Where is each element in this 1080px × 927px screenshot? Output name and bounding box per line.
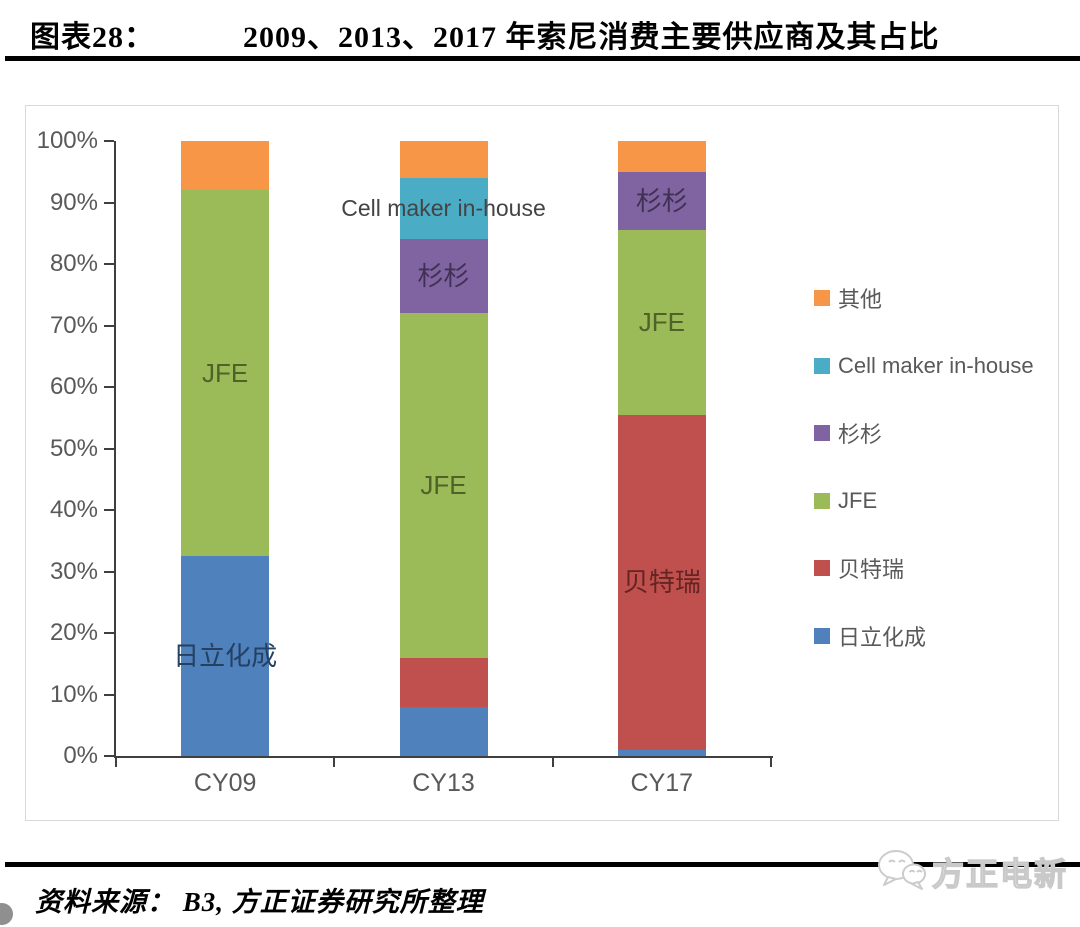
x-axis-tick (770, 758, 772, 767)
bar-segment-日立化成 (617, 749, 706, 756)
source-label: 资料来源： (35, 887, 175, 917)
segment-label: JFE (202, 358, 249, 389)
segment-label: 杉杉 (417, 261, 470, 292)
x-axis-tick (333, 758, 336, 767)
y-axis-line (114, 141, 116, 758)
y-axis-tick (104, 755, 114, 757)
figure-number: 图表28： (30, 21, 155, 54)
y-axis-tick-label: 80% (49, 250, 98, 277)
legend-label: 贝特瑞 (838, 557, 905, 582)
x-axis-category-label: CY09 (193, 769, 257, 797)
x-axis-tick (551, 758, 554, 767)
annotation-cell-maker-in-house: Cell maker in-house (341, 194, 546, 221)
stacked-bar-CY13 (399, 141, 488, 756)
y-axis-tick (104, 509, 114, 511)
bar-segment-日立化成 (399, 706, 488, 756)
legend-label: 其他 (838, 287, 883, 312)
x-axis-category-label: CY17 (630, 769, 694, 797)
chat-bubbles-icon (876, 848, 928, 897)
x-axis-category-label: CY13 (412, 769, 475, 797)
bar-segment-JFE (399, 313, 488, 658)
legend-item: 贝特瑞 (814, 555, 905, 582)
y-axis-tick-label: 90% (49, 188, 98, 216)
y-axis-tick-label: 100% (36, 127, 98, 154)
y-axis-tick-label: 20% (49, 619, 98, 646)
bar-segment-JFE (617, 230, 706, 415)
legend-label: JFE (838, 487, 878, 513)
segment-label: JFE (420, 470, 467, 501)
figure-header: 图表28： 2009、2013、2017 年索尼消费主要供应商及其占比 (0, 0, 1080, 56)
legend-label: 杉杉 (838, 422, 883, 447)
brand-text: 方正电新 (931, 855, 1068, 892)
x-axis-tick (115, 758, 117, 767)
legend-label: Cell maker in-house (838, 352, 1034, 378)
y-axis-tick (104, 386, 114, 388)
y-axis-tick-label: 70% (49, 311, 98, 339)
bottom-divider-rule (5, 862, 1080, 867)
y-axis-tick-label: 30% (49, 557, 98, 585)
figure-title: 2009、2013、2017 年索尼消费主要供应商及其占比 (243, 21, 940, 54)
legend-item: JFE (814, 488, 877, 514)
chart-area: 0% 10% 20% 30% 40% 50% 60% 70% 80% 90% 100% CY09 日立化… (25, 105, 1059, 821)
plot-area: 0% 10% 20% 30% 40% 50% 60% 70% 80% 90% 100% CY09 日立化… (37, 128, 773, 797)
bar-segment-杉杉 (617, 171, 706, 231)
source-line: 资料来源： B3, 方正证券研究所整理 (35, 880, 484, 919)
y-axis-tick-label: 60% (49, 373, 98, 400)
legend-swatch-icon (814, 492, 830, 509)
legend-swatch-icon (814, 357, 830, 374)
y-axis-tick (104, 324, 114, 327)
y-axis-tick-label: 0% (63, 742, 98, 769)
y-axis-tick-label: 10% (49, 680, 98, 708)
x-axis-line (114, 756, 773, 758)
bar-segment-Cell maker in-house (399, 177, 488, 240)
bar-segment-杉杉 (399, 239, 488, 314)
y-axis-tick (104, 693, 114, 696)
y-axis-tick (104, 263, 114, 265)
bar-segment-其他 (617, 141, 706, 172)
y-axis-tick (104, 570, 114, 573)
legend-swatch-icon (814, 290, 830, 306)
bar-segment-JFE (181, 190, 270, 557)
segment-label: 贝特瑞 (622, 567, 701, 598)
y-axis-tick-label: 40% (49, 496, 98, 523)
top-divider-rule (5, 56, 1080, 61)
bar-segment-日立化成 (181, 556, 270, 756)
stray-mark (0, 903, 13, 925)
legend-swatch-icon (814, 425, 830, 441)
legend-swatch-icon (814, 627, 830, 644)
segment-label: 日立化成 (173, 641, 278, 672)
segment-label: 杉杉 (635, 185, 688, 216)
source-text: B3, 方正证券研究所整理 (182, 887, 484, 917)
stacked-bar-CY17 (617, 141, 706, 756)
legend-item: 其他 (814, 285, 883, 312)
brand-watermark: 方正电新 (876, 846, 1068, 898)
legend-swatch-icon (814, 560, 830, 576)
y-axis-tick (104, 447, 114, 450)
bar-segment-贝特瑞 (617, 414, 706, 750)
y-axis-tick-label: 50% (49, 434, 98, 462)
y-axis-tick (104, 201, 114, 204)
y-axis-tick (104, 632, 114, 634)
bar-segment-其他 (399, 141, 488, 178)
legend-item: 日立化成 (814, 623, 927, 650)
legend-item: 杉杉 (814, 420, 883, 447)
legend-label: 日立化成 (838, 624, 927, 650)
y-axis-tick (104, 140, 114, 142)
bar-segment-贝特瑞 (399, 657, 488, 707)
segment-label: JFE (638, 307, 685, 338)
legend-item: Cell maker in-house (814, 353, 1034, 379)
stacked-bar-CY09 (181, 141, 270, 756)
bar-segment-其他 (181, 141, 270, 191)
